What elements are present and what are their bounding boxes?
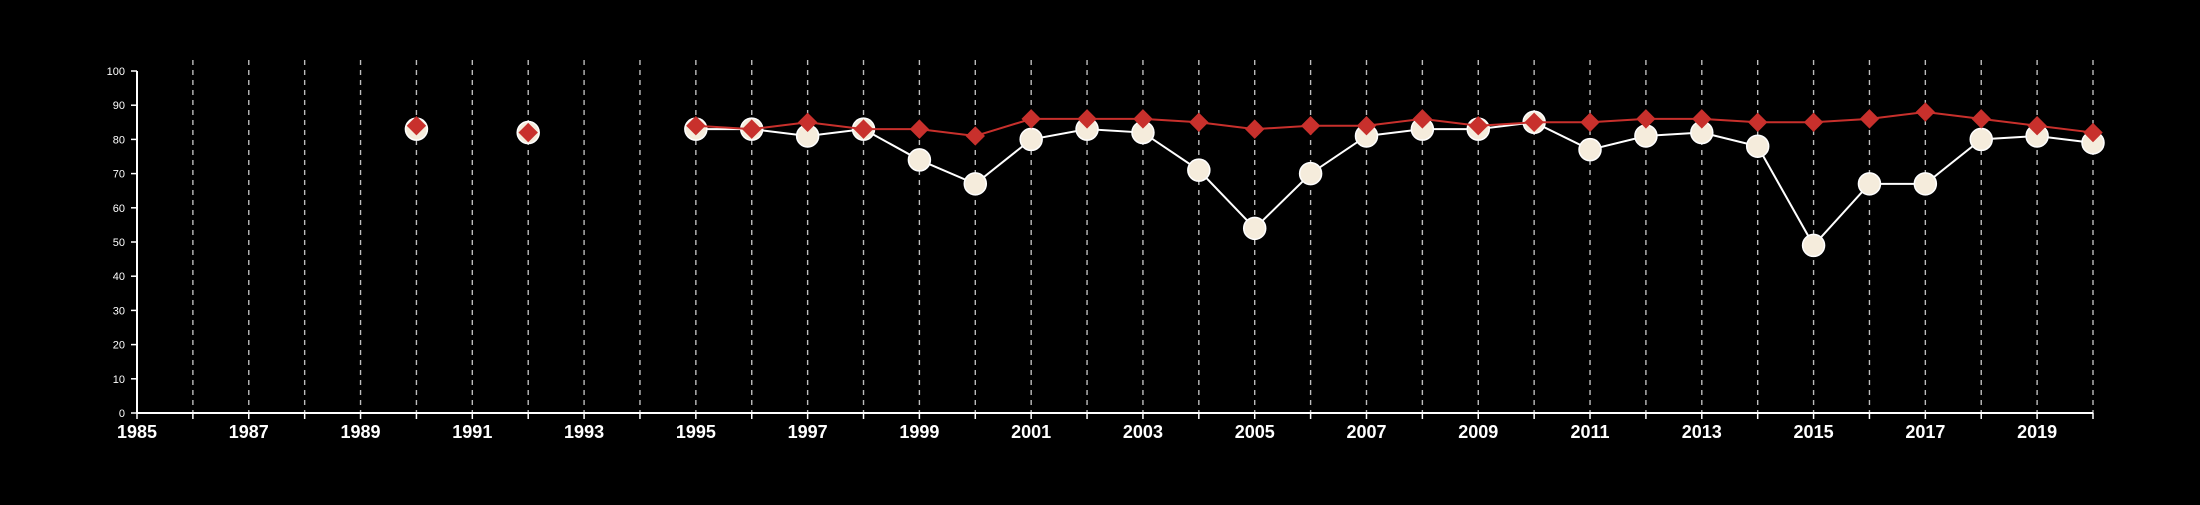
x-tick-label: 2007	[1346, 422, 1386, 442]
data-point-circle	[1913, 172, 1938, 196]
gridlines	[192, 60, 2094, 413]
data-point-circle	[1969, 127, 1993, 152]
data-point-diamond	[797, 112, 818, 133]
x-tick-label: 1987	[229, 422, 269, 442]
x-tick-label: 1993	[564, 422, 604, 442]
x-tick-label: 2015	[1794, 422, 1834, 442]
data-point-diamond	[1803, 112, 1824, 133]
x-tick-label: 1985	[117, 422, 157, 442]
y-tick-label: 100	[107, 66, 125, 78]
data-point-diamond	[1692, 109, 1712, 129]
y-tick-label: 50	[113, 237, 125, 249]
data-point-circle	[1187, 158, 1211, 182]
x-axis-ticks: 1985 1987 1989 1991 1993 1995 1997 1999 2001 2003…	[117, 413, 2094, 442]
y-tick-label: 10	[113, 374, 125, 386]
y-tick-label: 60	[113, 203, 125, 215]
data-point-diamond	[1412, 109, 1433, 129]
x-tick-label: 1995	[676, 422, 716, 442]
data-point-diamond	[1245, 119, 1265, 139]
y-axis-ticks: 0 10 20 30 40 50 60 70 80 90 100	[107, 66, 137, 420]
data-point-diamond	[1189, 112, 1209, 133]
data-point-diamond	[1300, 116, 1321, 136]
data-point-circle	[1857, 172, 1882, 196]
series-diamond	[406, 102, 2103, 146]
data-point-circle	[1242, 216, 1267, 241]
data-point-circle	[963, 172, 988, 196]
data-point-diamond	[742, 119, 762, 139]
x-tick-label: 2001	[1011, 422, 1051, 442]
data-point-circle	[1745, 134, 1770, 158]
x-tick-label: 2003	[1123, 422, 1163, 442]
y-tick-label: 90	[113, 100, 125, 112]
series-line	[695, 121, 2094, 248]
y-tick-label: 20	[113, 340, 125, 352]
x-tick-label: 1989	[341, 422, 381, 442]
x-tick-label: 1999	[899, 422, 939, 442]
data-point-diamond	[1580, 112, 1600, 133]
series-circle	[404, 110, 2105, 258]
data-point-circle	[1019, 127, 1043, 152]
x-tick-label: 1991	[452, 422, 492, 442]
data-point-diamond	[1021, 109, 1041, 129]
data-point-diamond	[1971, 109, 1991, 129]
x-tick-label: 2019	[2017, 422, 2057, 442]
data-point-diamond	[1747, 112, 1768, 133]
data-point-diamond	[1859, 109, 1880, 129]
data-point-diamond	[518, 122, 538, 143]
data-point-circle	[1298, 161, 1323, 186]
data-point-diamond	[1077, 109, 1097, 129]
x-tick-label: 2013	[1682, 422, 1722, 442]
data-point-diamond	[1636, 109, 1656, 129]
y-tick-label: 40	[113, 271, 125, 283]
y-tick-label: 30	[113, 305, 125, 317]
x-tick-label: 2017	[1905, 422, 1945, 442]
data-point-diamond	[2083, 122, 2103, 143]
data-point-diamond	[909, 119, 930, 139]
data-point-diamond	[1468, 116, 1488, 136]
data-point-diamond	[2027, 116, 2047, 136]
data-point-diamond	[406, 116, 427, 136]
data-point-diamond	[1915, 102, 1936, 122]
y-tick-label: 0	[119, 408, 125, 420]
x-tick-label: 2011	[1570, 422, 1609, 442]
x-tick-label: 2005	[1235, 422, 1275, 442]
series	[404, 102, 2105, 258]
data-point-diamond	[965, 126, 985, 146]
data-point-diamond	[1524, 112, 1544, 133]
data-point-circle	[1578, 137, 1602, 162]
y-tick-label: 80	[113, 134, 125, 146]
data-point-diamond	[853, 119, 874, 139]
data-point-circle	[1801, 233, 1826, 258]
x-tick-label: 1997	[788, 422, 828, 442]
data-point-diamond	[1133, 109, 1153, 129]
y-tick-label: 70	[113, 169, 125, 181]
data-point-diamond	[686, 116, 706, 136]
data-point-circle	[907, 148, 932, 172]
series-line	[695, 111, 2094, 137]
data-point-diamond	[1356, 116, 1377, 136]
x-tick-label: 2009	[1458, 422, 1498, 442]
